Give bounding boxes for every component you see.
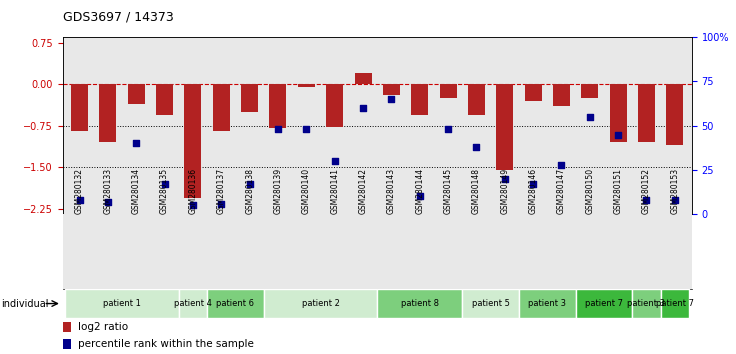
Text: patient 4: patient 4 bbox=[174, 299, 212, 308]
Bar bbox=[185, 84, 202, 198]
Text: individual: individual bbox=[1, 298, 49, 309]
Point bbox=[300, 126, 312, 132]
Text: patient 3: patient 3 bbox=[528, 299, 566, 308]
Point bbox=[527, 181, 539, 187]
Bar bbox=[241, 84, 258, 112]
Bar bbox=[581, 84, 598, 98]
Point bbox=[74, 197, 85, 203]
Point bbox=[357, 105, 369, 111]
Point bbox=[130, 141, 142, 146]
Bar bbox=[411, 84, 428, 115]
Bar bbox=[576, 289, 632, 318]
Bar bbox=[525, 84, 542, 101]
Bar bbox=[326, 84, 343, 127]
Bar bbox=[179, 289, 207, 318]
Point bbox=[272, 126, 284, 132]
Bar bbox=[128, 84, 145, 104]
Bar bbox=[355, 73, 372, 84]
Point bbox=[470, 144, 482, 150]
Text: patient 7: patient 7 bbox=[656, 299, 694, 308]
Point bbox=[159, 181, 171, 187]
Text: patient 6: patient 6 bbox=[216, 299, 255, 308]
Text: percentile rank within the sample: percentile rank within the sample bbox=[78, 339, 254, 349]
Bar bbox=[439, 84, 456, 98]
Bar bbox=[63, 339, 71, 349]
Text: patient 8: patient 8 bbox=[400, 299, 439, 308]
Bar bbox=[263, 289, 377, 318]
Bar bbox=[519, 289, 576, 318]
Point bbox=[102, 199, 114, 205]
Bar bbox=[632, 289, 661, 318]
Point bbox=[612, 132, 624, 137]
Text: patient 5: patient 5 bbox=[472, 299, 509, 308]
Bar bbox=[377, 289, 462, 318]
Text: patient 2: patient 2 bbox=[302, 299, 339, 308]
Point bbox=[414, 194, 425, 199]
Bar bbox=[462, 289, 519, 318]
Text: GDS3697 / 14373: GDS3697 / 14373 bbox=[63, 11, 173, 24]
Bar bbox=[383, 84, 400, 95]
Bar bbox=[638, 84, 655, 142]
Point bbox=[187, 202, 199, 208]
Point bbox=[669, 197, 681, 203]
Bar bbox=[213, 84, 230, 131]
Bar bbox=[496, 84, 513, 170]
Point bbox=[244, 181, 255, 187]
Text: patient 1: patient 1 bbox=[103, 299, 141, 308]
Bar bbox=[71, 84, 88, 131]
Bar bbox=[666, 84, 683, 145]
Point bbox=[556, 162, 567, 167]
Point bbox=[216, 201, 227, 206]
Point bbox=[584, 114, 595, 120]
Bar bbox=[207, 289, 263, 318]
Bar bbox=[63, 322, 71, 332]
Text: patient 3: patient 3 bbox=[628, 299, 665, 308]
Bar bbox=[269, 84, 286, 129]
Point bbox=[329, 158, 341, 164]
Bar bbox=[609, 84, 626, 142]
Bar bbox=[298, 84, 315, 87]
Bar bbox=[553, 84, 570, 106]
Text: log2 ratio: log2 ratio bbox=[78, 322, 128, 332]
Bar bbox=[661, 289, 689, 318]
Text: patient 7: patient 7 bbox=[585, 299, 623, 308]
Point bbox=[640, 197, 652, 203]
Point bbox=[499, 176, 511, 182]
Bar bbox=[99, 84, 116, 142]
Bar bbox=[156, 84, 173, 115]
Bar bbox=[66, 289, 179, 318]
Point bbox=[442, 126, 454, 132]
Point bbox=[386, 96, 397, 102]
Bar bbox=[468, 84, 485, 115]
